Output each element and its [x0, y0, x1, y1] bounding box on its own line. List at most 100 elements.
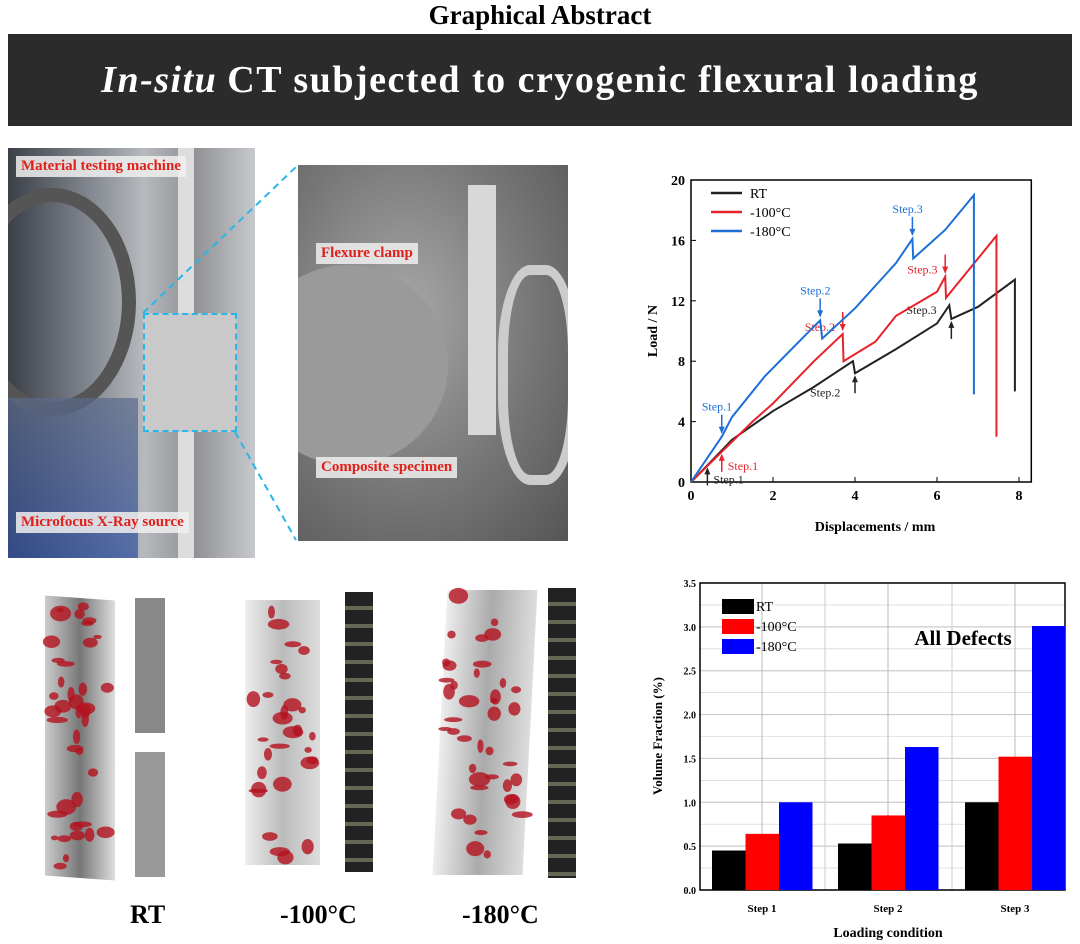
defect-spot: [447, 728, 460, 735]
defect-spot: [292, 724, 303, 737]
page-title: Graphical Abstract: [428, 0, 652, 30]
defect-spot: [57, 676, 65, 688]
defect-spot: [257, 766, 267, 780]
defect-spot: [284, 641, 302, 648]
step-arrowhead: [718, 453, 725, 461]
y-tick-label: 0.0: [684, 886, 697, 897]
defect-spot: [47, 810, 68, 818]
y-tick-label: 20: [671, 174, 685, 189]
defect-spot: [304, 746, 312, 753]
defect-spot: [72, 821, 92, 828]
x-tick-label: Step 3: [1000, 903, 1030, 915]
defect-spot: [74, 609, 85, 619]
y-tick-label: 0: [678, 476, 685, 491]
label-minus100: -100°C: [280, 900, 357, 929]
y-tick-label: 1.5: [684, 754, 697, 765]
defect-spot: [508, 702, 521, 716]
step-arrowhead: [948, 320, 955, 328]
y-tick-label: 8: [678, 355, 685, 370]
defect-spot: [277, 850, 294, 865]
y-tick-label: 2.5: [684, 667, 697, 678]
defect-spot: [477, 739, 484, 753]
label-minus180: -180°C: [462, 900, 539, 929]
step-label: Step.2: [800, 283, 830, 297]
defect-spot: [56, 607, 64, 613]
defect-spot: [272, 711, 293, 725]
step-label: Step.3: [907, 263, 937, 277]
defect-spot: [262, 832, 278, 841]
series-line-1: [690, 233, 998, 483]
defect-spot: [50, 605, 72, 622]
defect-spot: [57, 835, 72, 843]
defect-spot: [474, 830, 488, 836]
label-composite-specimen: Composite specimen: [316, 457, 458, 478]
step-label: Step.1: [728, 459, 758, 473]
defect-spot: [275, 663, 288, 674]
y-tick-label: 12: [671, 295, 685, 310]
x-tick-label: 6: [934, 489, 941, 504]
specimen-100: [345, 592, 373, 872]
y-tick-label: 4: [678, 416, 685, 431]
defect-spot: [472, 660, 492, 668]
step-label: Step.1: [713, 472, 743, 486]
defect-spot: [262, 691, 274, 698]
defect-spot: [458, 695, 480, 708]
defect-spot: [84, 827, 95, 842]
defect-spot: [50, 835, 59, 841]
legend-swatch: [722, 639, 754, 654]
defect-spot: [53, 862, 67, 870]
defect-spot: [438, 677, 455, 683]
legend-label: RT: [750, 187, 767, 202]
defect-spot: [451, 808, 467, 820]
defect-spot: [62, 854, 70, 863]
defect-spot: [511, 811, 533, 819]
defect-spot: [502, 761, 518, 767]
bar-0-0: [712, 850, 746, 890]
banner: In-situ CT subjected to cryogenic flexura…: [8, 34, 1072, 126]
step-arrowhead: [852, 375, 858, 383]
bar-0-1: [745, 833, 779, 890]
bar-2-0: [965, 802, 999, 890]
defect-spot: [56, 661, 75, 667]
x-tick-label: Step 2: [873, 903, 903, 915]
defect-spot: [246, 691, 261, 708]
defect-spot: [81, 620, 94, 626]
step-arrowhead: [817, 310, 824, 318]
legend-label: -100°C: [756, 620, 797, 635]
defect-spot: [257, 737, 269, 742]
defect-spot: [306, 756, 319, 765]
defect-spot: [456, 735, 472, 742]
defect-spot: [46, 716, 68, 724]
step-arrowhead: [718, 426, 725, 434]
clamp-arm: [468, 185, 496, 435]
defect-spot: [71, 791, 83, 808]
defect-spot: [273, 776, 292, 792]
step-label: Step.2: [810, 385, 840, 399]
plot-frame: [690, 179, 1033, 483]
defect-spot: [468, 763, 477, 774]
defect-spot: [490, 689, 501, 705]
defect-spot: [100, 682, 114, 693]
defect-spot: [473, 668, 480, 678]
defect-spot: [298, 645, 310, 655]
defect-spot: [78, 682, 88, 696]
testing-machine-photo: Material testing machine Microfocus X-Ra…: [8, 148, 255, 558]
defect-spot: [309, 731, 316, 741]
defect-spot: [485, 746, 494, 756]
step-arrowhead: [942, 266, 949, 274]
y-tick-label: 16: [671, 234, 685, 249]
defect-spot: [466, 841, 485, 857]
defect-spot: [269, 743, 290, 749]
defect-spot: [301, 839, 314, 855]
defect-spot: [468, 772, 491, 787]
step-arrowhead: [704, 467, 711, 475]
defect-spot: [82, 637, 98, 648]
defect-spot: [490, 618, 499, 627]
x-tick-label: 8: [1016, 489, 1023, 504]
defect-spot: [268, 605, 275, 619]
defect-spot: [69, 830, 86, 841]
step-arrowhead: [839, 324, 846, 332]
